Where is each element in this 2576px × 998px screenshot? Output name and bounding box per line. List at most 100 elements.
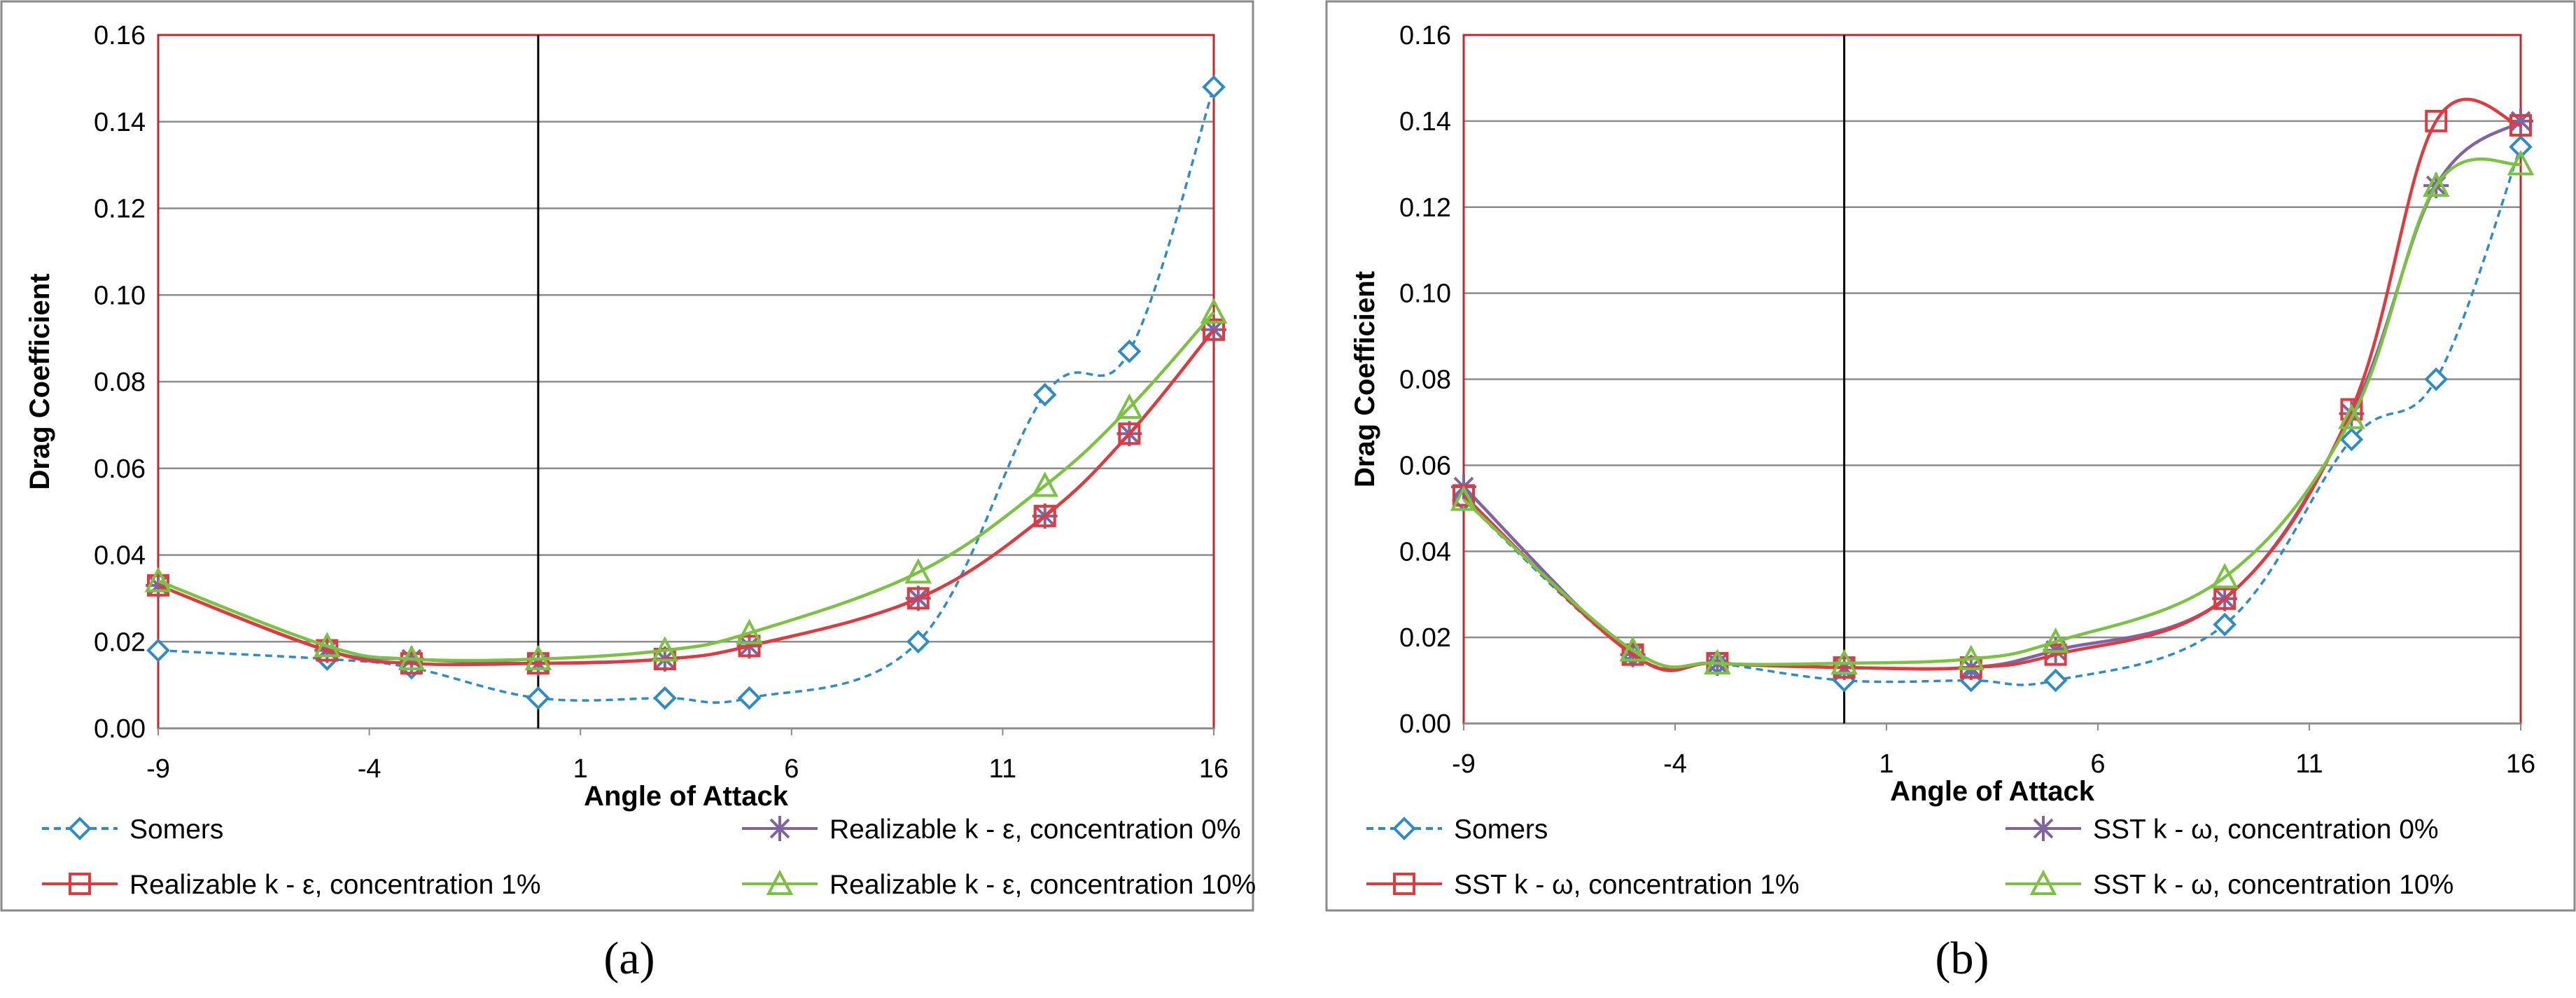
y-tick-label-b-7: 0.14 bbox=[1399, 107, 1451, 137]
point-a-0-8 bbox=[1117, 339, 1142, 363]
x-tick-label-a-1: -4 bbox=[358, 754, 382, 784]
y-tick-label-a-7: 0.14 bbox=[94, 108, 146, 137]
legend-swatch-b-2-marker bbox=[1393, 873, 1415, 895]
point-a-3-2 bbox=[398, 644, 426, 670]
legend-swatch-b-3-marker bbox=[2029, 869, 2057, 895]
point-a-3-1 bbox=[313, 632, 341, 658]
point-b-3-1 bbox=[1619, 636, 1646, 662]
point-a-2-6 bbox=[906, 587, 930, 610]
y-tick-label-a-0: 0.00 bbox=[94, 714, 146, 744]
point-a-2-8 bbox=[1118, 422, 1141, 445]
y-tick-label-a-8: 0.16 bbox=[94, 21, 146, 50]
x-tick-label-b-3: 6 bbox=[2090, 749, 2105, 779]
legend-item-b-1: SST k - ω, concentration 0% bbox=[2005, 815, 2439, 845]
y-tick-label-b-0: 0.00 bbox=[1399, 709, 1451, 739]
point-a-3-4 bbox=[651, 636, 679, 662]
y-axis-title-b: Drag Coefficient bbox=[1350, 271, 1380, 487]
legend-item-b-0: Somers bbox=[1366, 815, 1548, 845]
point-a-0-4 bbox=[653, 686, 677, 710]
legend-swatch-b-1-marker bbox=[2031, 816, 2056, 841]
point-a-3-6 bbox=[904, 558, 932, 584]
x-tick-label-b-1: -4 bbox=[1663, 749, 1687, 779]
point-b-0-9 bbox=[2509, 134, 2533, 159]
point-b-1-7 bbox=[2339, 401, 2365, 427]
y-tick-label-b-5: 0.10 bbox=[1399, 279, 1451, 309]
legend-label-b-0: Somers bbox=[1454, 815, 1548, 845]
point-b-1-9 bbox=[2508, 108, 2533, 134]
series-a-2 bbox=[147, 318, 1225, 675]
point-b-3-8 bbox=[2422, 171, 2450, 197]
legend-item-b-2: SST k - ω, concentration 1% bbox=[1366, 870, 1800, 900]
chart-frame-b bbox=[1325, 0, 2576, 912]
x-tick-label-b-4: 11 bbox=[2295, 749, 2323, 779]
legend-item-b-3: SST k - ω, concentration 10% bbox=[2005, 869, 2454, 900]
point-a-0-3 bbox=[526, 686, 550, 710]
y-tick-label-a-6: 0.12 bbox=[94, 195, 146, 224]
x-tick-label-a-4: 11 bbox=[989, 754, 1016, 784]
point-a-0-0 bbox=[146, 638, 170, 663]
x-tick-label-b-2: 1 bbox=[1879, 749, 1893, 779]
point-a-3-0 bbox=[144, 567, 172, 592]
point-b-0-5 bbox=[2043, 668, 2068, 693]
point-a-3-7 bbox=[1031, 471, 1059, 497]
point-b-3-6 bbox=[2211, 562, 2239, 589]
point-b-3-9 bbox=[2507, 150, 2535, 176]
x-tick-label-b-5: 16 bbox=[2506, 749, 2535, 779]
legend-label-b-3: SST k - ω, concentration 10% bbox=[2093, 870, 2454, 900]
legend-item-a-3: Realizable k - ε, concentration 10% bbox=[742, 869, 1256, 900]
point-a-3-8 bbox=[1116, 393, 1143, 420]
series-b-3 bbox=[1450, 150, 2535, 674]
series-line-a-2 bbox=[158, 328, 1215, 667]
y-tick-label-b-3: 0.06 bbox=[1399, 451, 1451, 480]
y-tick-label-b-6: 0.12 bbox=[1399, 193, 1451, 223]
point-b-3-4 bbox=[1957, 644, 1985, 670]
x-tick-label-a-2: 1 bbox=[573, 754, 588, 784]
series-line-a-0 bbox=[158, 86, 1215, 704]
y-tick-label-a-3: 0.06 bbox=[94, 455, 146, 484]
point-b-0-7 bbox=[2339, 427, 2364, 452]
y-tick-label-a-4: 0.08 bbox=[94, 368, 146, 397]
series-a-3 bbox=[144, 298, 1228, 670]
legend-label-a-3: Realizable k - ε, concentration 10% bbox=[830, 870, 1256, 900]
point-b-2-6 bbox=[2213, 587, 2236, 610]
point-b-2-9 bbox=[2510, 114, 2532, 137]
legend-swatch-a-3-marker bbox=[766, 869, 794, 895]
x-axis-title-a: Angle of Attack bbox=[584, 781, 789, 812]
point-b-3-2 bbox=[1704, 649, 1731, 674]
point-a-2-9 bbox=[1203, 318, 1225, 341]
point-a-0-5 bbox=[737, 686, 762, 710]
chart-panel-b: 0.00 0.02 0.04 0.06 0.08 0.10 0.12 0.14 0.16 -9 -4… bbox=[1325, 0, 2576, 984]
legend-label-b-2: SST k - ω, concentration 1% bbox=[1454, 870, 1800, 900]
y-tick-label-a-1: 0.02 bbox=[94, 628, 146, 657]
point-a-0-6 bbox=[906, 630, 930, 654]
x-tick-label-b-0: -9 bbox=[1452, 749, 1476, 779]
chart-frame-a bbox=[0, 0, 1254, 912]
legend-item-a-2: Realizable k - ε, concentration 1% bbox=[42, 870, 541, 900]
point-b-3-7 bbox=[2338, 403, 2365, 429]
legend-label-a-0: Somers bbox=[130, 815, 223, 845]
point-b-3-3 bbox=[1830, 649, 1858, 674]
y-tick-label-b-4: 0.08 bbox=[1399, 366, 1451, 395]
y-tick-label-b-1: 0.02 bbox=[1399, 623, 1451, 653]
y-tick-label-a-5: 0.10 bbox=[94, 281, 146, 310]
legend-item-a-0: Somers bbox=[42, 815, 223, 845]
point-a-2-5 bbox=[738, 635, 761, 658]
series-line-a-3 bbox=[158, 311, 1215, 663]
legend-a: Somers Realizable k - ε, concentration 0%… bbox=[42, 815, 1256, 900]
point-b-0-8 bbox=[2424, 367, 2449, 391]
legend-swatch-b-0-marker bbox=[1392, 817, 1416, 840]
chart-panel-a: 0.00 0.02 0.04 0.06 0.08 0.10 0.12 0.14 0.16 -9 -4… bbox=[0, 0, 1256, 984]
point-b-0-6 bbox=[2213, 612, 2237, 637]
legend-b: Somers SST k - ω, concentration 0% SST k -… bbox=[1366, 815, 2454, 900]
x-tick-label-a-0: -9 bbox=[146, 754, 170, 784]
series-line-b-0 bbox=[1462, 146, 2522, 686]
legend-label-b-1: SST k - ω, concentration 0% bbox=[2093, 815, 2439, 845]
x-tick-label-a-3: 6 bbox=[784, 754, 799, 784]
legend-swatch-a-0-marker bbox=[68, 817, 92, 840]
legend-swatch-a-2-marker bbox=[69, 873, 91, 895]
point-b-3-0 bbox=[1450, 485, 1478, 511]
y-tick-label-b-2: 0.04 bbox=[1399, 537, 1451, 567]
y-axis-title-a: Drag Coefficient bbox=[24, 274, 55, 490]
point-a-3-9 bbox=[1200, 298, 1228, 324]
